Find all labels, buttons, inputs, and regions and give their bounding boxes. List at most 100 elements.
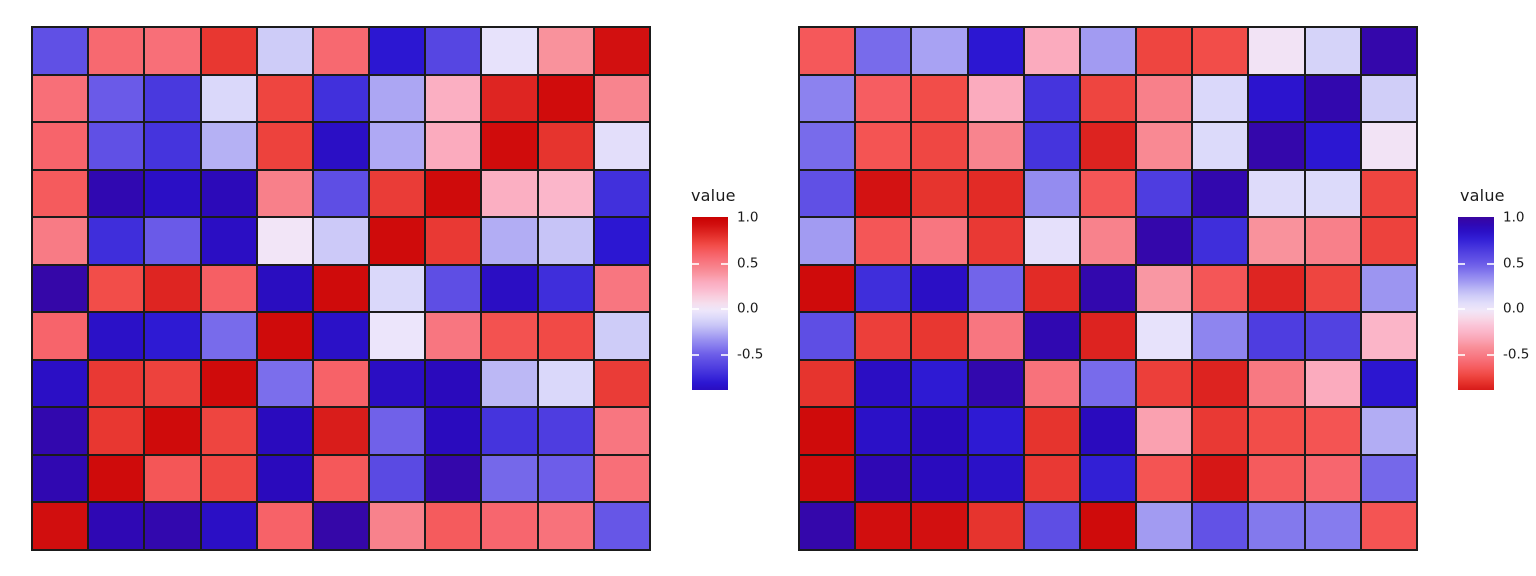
heatmap-cell bbox=[426, 313, 481, 359]
heatmap-cell bbox=[33, 313, 88, 359]
heatmap-cell bbox=[1080, 218, 1136, 264]
heatmap-cell bbox=[1080, 123, 1136, 169]
legend-tick-label: -0.5 bbox=[1503, 346, 1530, 363]
heatmap-cell bbox=[313, 265, 369, 312]
heatmap-cell bbox=[33, 503, 88, 549]
legend-tick-label: 0.5 bbox=[737, 254, 759, 271]
heatmap-cell bbox=[89, 360, 144, 407]
heatmap-cell bbox=[594, 218, 649, 264]
heatmap-cell bbox=[426, 360, 481, 407]
heatmap-cell bbox=[426, 265, 481, 312]
heatmap-cell bbox=[1305, 360, 1360, 407]
heatmap-cell bbox=[1024, 28, 1079, 74]
colorbar-tick-mark bbox=[692, 308, 699, 311]
heatmap-cell bbox=[1137, 313, 1192, 359]
heatmap-cell bbox=[426, 218, 481, 264]
heatmap-cell bbox=[594, 503, 649, 549]
heatmap-cell bbox=[1193, 218, 1248, 264]
heatmap-cell bbox=[201, 360, 256, 407]
heatmap-cell bbox=[1193, 360, 1248, 407]
heatmap-cell bbox=[1361, 455, 1416, 502]
heatmap-cell bbox=[145, 360, 200, 407]
heatmap-cell bbox=[257, 170, 312, 217]
heatmap-cell bbox=[145, 265, 200, 312]
legend-tick-label: 1.0 bbox=[1503, 209, 1525, 226]
heatmap-cell bbox=[33, 455, 88, 502]
heatmap-cell bbox=[482, 28, 537, 74]
heatmap-cell bbox=[426, 75, 481, 122]
heatmap-cell bbox=[33, 123, 88, 169]
heatmap-cell bbox=[370, 503, 425, 549]
heatmap-cell bbox=[1193, 503, 1248, 549]
heatmap-cell bbox=[257, 28, 312, 74]
heatmap-cell bbox=[313, 28, 369, 74]
heatmap-cell bbox=[1361, 265, 1416, 312]
heatmap-cell bbox=[370, 313, 425, 359]
heatmap-cell bbox=[1361, 503, 1416, 549]
heatmap-cell bbox=[33, 408, 88, 454]
heatmap-cell bbox=[482, 75, 537, 122]
heatmap-cell bbox=[257, 75, 312, 122]
heatmap-cell bbox=[482, 408, 537, 454]
heatmap-cell bbox=[482, 218, 537, 264]
heatmap-cell bbox=[1249, 408, 1304, 454]
heatmap-cell bbox=[1024, 503, 1079, 549]
heatmap-cell bbox=[594, 360, 649, 407]
heatmap-cell bbox=[89, 75, 144, 122]
heatmap-cell bbox=[800, 170, 855, 217]
heatmap-cell bbox=[201, 28, 256, 74]
colorbar-tick-labels-left: 1.0 0.5 0.0 -0.5 bbox=[737, 211, 783, 390]
heatmap-cell bbox=[1193, 28, 1248, 74]
heatmap-cell bbox=[257, 408, 312, 454]
heatmap-cell bbox=[89, 455, 144, 502]
heatmap-cell bbox=[313, 123, 369, 169]
heatmap-cell bbox=[257, 503, 312, 549]
colorbar-tick-mark bbox=[692, 262, 699, 265]
colorbar-tick-mark bbox=[721, 262, 728, 265]
legend-title-right: value bbox=[1460, 186, 1505, 205]
heatmap-cell bbox=[594, 170, 649, 217]
colorbar-tick-mark bbox=[1487, 262, 1494, 265]
heatmap-cell bbox=[33, 360, 88, 407]
heatmap-cell bbox=[482, 455, 537, 502]
heatmap-cell bbox=[370, 360, 425, 407]
heatmap-cell bbox=[33, 265, 88, 312]
heatmap-cell bbox=[145, 218, 200, 264]
legend-title-left: value bbox=[691, 186, 736, 205]
heatmap-cell bbox=[968, 75, 1023, 122]
heatmap-cell bbox=[201, 455, 256, 502]
heatmap-cell bbox=[1361, 170, 1416, 217]
heatmap-cell bbox=[313, 218, 369, 264]
heatmap-cell bbox=[1024, 455, 1079, 502]
heatmap-cell bbox=[856, 218, 911, 264]
heatmap-cell bbox=[482, 360, 537, 407]
heatmap-cell bbox=[912, 360, 967, 407]
heatmap-cell bbox=[800, 503, 855, 549]
colorbar-tick-mark bbox=[1458, 262, 1465, 265]
heatmap-cell bbox=[856, 265, 911, 312]
heatmap-cell bbox=[1024, 75, 1079, 122]
heatmap-cell bbox=[912, 75, 967, 122]
heatmap-cell bbox=[800, 360, 855, 407]
heatmap-cell bbox=[1137, 265, 1192, 312]
heatmap-cell bbox=[426, 503, 481, 549]
heatmap-cell bbox=[1137, 408, 1192, 454]
heatmap-cell bbox=[1024, 170, 1079, 217]
heatmap-cell bbox=[145, 123, 200, 169]
heatmap-cell bbox=[1024, 218, 1079, 264]
heatmap-cell bbox=[370, 265, 425, 312]
heatmap-cell bbox=[426, 123, 481, 169]
colorbar-tick-mark bbox=[692, 354, 699, 357]
heatmap-cell bbox=[1305, 28, 1360, 74]
heatmap-cell bbox=[594, 28, 649, 74]
heatmap-cell bbox=[912, 218, 967, 264]
heatmap-cell bbox=[1361, 123, 1416, 169]
heatmap-cell bbox=[538, 123, 593, 169]
heatmap-cell bbox=[1137, 360, 1192, 407]
heatmap-cell bbox=[1249, 455, 1304, 502]
heatmap-cell bbox=[1305, 503, 1360, 549]
heatmap-cell bbox=[1080, 408, 1136, 454]
legend-tick-label: 0.0 bbox=[1503, 300, 1525, 317]
colorbar-tick-mark bbox=[1487, 354, 1494, 357]
heatmap-cell bbox=[912, 265, 967, 312]
